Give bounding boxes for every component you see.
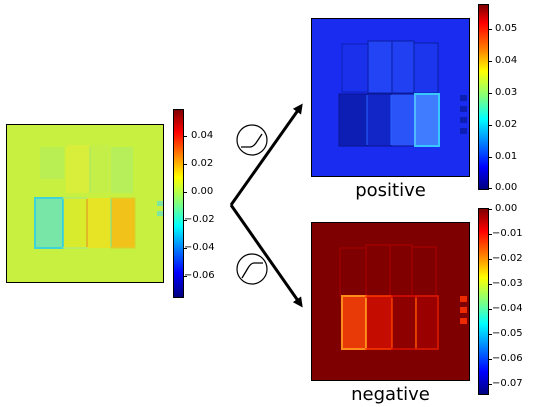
positive-colorbar-tick: 0.05	[495, 23, 518, 34]
positive-colorbar-tick: 0.00	[495, 182, 518, 193]
positive-caption: positive	[355, 180, 426, 201]
positive-colorbar-tick: 0.01	[495, 151, 518, 162]
negative-caption: negative	[351, 384, 430, 405]
positive-colorbar-tick: 0.04	[495, 55, 518, 66]
negative-colorbar-tick: −0.03	[492, 278, 523, 289]
negative-colorbar-tick: −0.02	[492, 253, 523, 264]
positive-colorbar-tick: 0.02	[495, 119, 518, 130]
arrow-to-positive	[229, 103, 303, 206]
input-heatmap-image	[34, 145, 163, 249]
positive-colorbar	[478, 4, 489, 190]
negative-colorbar-tick: −0.05	[492, 328, 523, 339]
negative-heatmap-image	[339, 244, 467, 350]
negative-colorbar-tick: −0.04	[492, 303, 523, 314]
input-colorbar-tick: −0.02	[184, 214, 215, 225]
negative-colorbar-tick: −0.01	[492, 228, 523, 239]
input-colorbar	[173, 109, 184, 298]
positive-heatmap	[311, 18, 470, 177]
arrow-to-negative	[229, 204, 303, 308]
inverted-relu-curve-icon	[236, 253, 268, 285]
input-colorbar-tick: 0.02	[191, 158, 214, 169]
input-colorbar-tick: −0.06	[184, 270, 215, 281]
relu-curve-icon	[236, 124, 268, 156]
input-heatmap	[6, 124, 164, 283]
negative-colorbar	[478, 208, 489, 395]
input-colorbar-tick: −0.04	[184, 242, 215, 253]
input-colorbar-tick: 0.00	[191, 186, 214, 197]
input-colorbar-tick: 0.04	[191, 130, 214, 141]
negative-colorbar-tick: −0.07	[492, 378, 523, 389]
negative-colorbar-tick: −0.06	[492, 353, 523, 364]
negative-heatmap	[311, 222, 470, 381]
positive-colorbar-tick: 0.03	[495, 87, 518, 98]
positive-heatmap-image	[338, 40, 467, 147]
negative-colorbar-tick: 0.00	[495, 203, 518, 214]
